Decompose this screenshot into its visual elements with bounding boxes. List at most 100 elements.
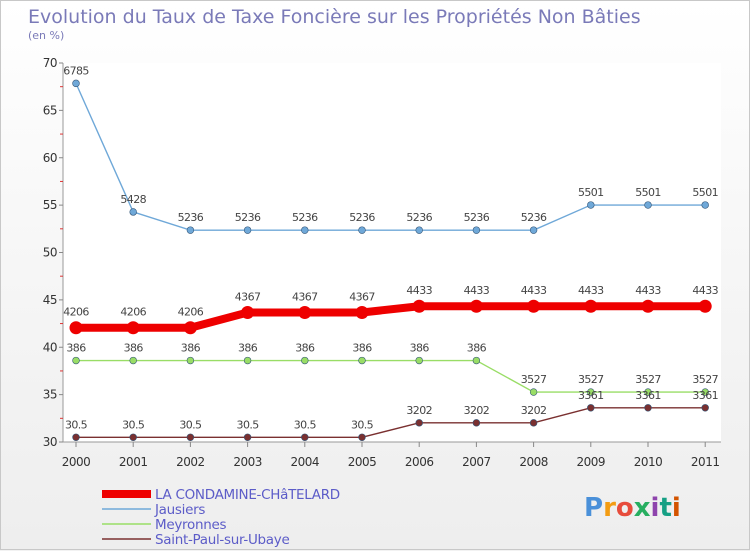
data-label: 386 bbox=[181, 342, 201, 355]
series-point bbox=[529, 388, 538, 396]
data-label: 4367 bbox=[349, 290, 375, 303]
data-label: 386 bbox=[238, 342, 258, 355]
legend-label: Jausiers bbox=[154, 502, 205, 518]
series-point bbox=[69, 321, 83, 335]
series-point bbox=[301, 356, 309, 365]
y-tick-label: 45 bbox=[43, 293, 57, 307]
data-label: 3527 bbox=[578, 373, 604, 386]
data-label: 6785 bbox=[63, 64, 89, 77]
data-label: 3527 bbox=[521, 373, 547, 386]
series-point bbox=[644, 388, 652, 396]
data-label: 30.5 bbox=[351, 418, 374, 431]
series-point bbox=[698, 299, 712, 313]
series-point bbox=[415, 356, 423, 365]
series-point bbox=[186, 226, 195, 234]
series-point bbox=[301, 226, 309, 234]
series-point bbox=[529, 226, 538, 234]
data-label: 4206 bbox=[63, 306, 89, 319]
data-label: 4433 bbox=[578, 284, 604, 297]
series-point bbox=[243, 356, 252, 365]
series-point bbox=[72, 433, 80, 441]
series-point bbox=[72, 356, 80, 365]
series-line bbox=[76, 359, 706, 393]
x-tick-label: 2002 bbox=[176, 455, 205, 469]
series-point bbox=[529, 419, 538, 427]
data-label: 5236 bbox=[178, 211, 204, 224]
data-label: 5236 bbox=[521, 211, 547, 224]
data-label: 5236 bbox=[464, 211, 490, 224]
series-point bbox=[129, 433, 137, 441]
data-label: 5236 bbox=[406, 211, 432, 224]
series-point bbox=[701, 388, 709, 396]
series-line bbox=[76, 407, 706, 438]
series-point bbox=[644, 201, 652, 209]
series-point bbox=[469, 299, 483, 313]
proxiti-logo: Proxiti bbox=[584, 493, 681, 523]
series-line bbox=[75, 83, 706, 231]
data-label: 3527 bbox=[635, 373, 661, 386]
x-tick-label: 2004 bbox=[291, 455, 320, 469]
series-point bbox=[301, 433, 309, 441]
data-label: 3361 bbox=[635, 389, 661, 402]
series-point bbox=[587, 201, 595, 209]
y-tick-label: 60 bbox=[43, 151, 57, 165]
y-tick-label: 70 bbox=[43, 56, 57, 70]
data-label: 5501 bbox=[635, 186, 661, 199]
series-point bbox=[358, 433, 366, 441]
legend-label: Meyronnes bbox=[155, 517, 226, 533]
series-point bbox=[701, 201, 709, 209]
x-tick-label: 2006 bbox=[405, 455, 434, 469]
chart-subtitle: (en %) bbox=[28, 29, 64, 42]
series-point bbox=[186, 356, 195, 365]
data-label: 30.5 bbox=[237, 418, 260, 431]
data-label: 5501 bbox=[578, 186, 604, 199]
data-label: 30.5 bbox=[122, 418, 145, 431]
data-label: 3202 bbox=[521, 404, 547, 417]
series-point bbox=[472, 356, 481, 365]
data-label: 3202 bbox=[406, 404, 432, 417]
series-point bbox=[129, 208, 137, 216]
x-tick-label: 2010 bbox=[634, 455, 663, 469]
y-tick-label: 40 bbox=[43, 340, 57, 354]
data-label: 4433 bbox=[464, 284, 490, 297]
series-point bbox=[587, 404, 595, 412]
data-label: 4433 bbox=[521, 284, 547, 297]
data-label: 4433 bbox=[635, 284, 661, 297]
series-point bbox=[72, 79, 80, 88]
series-point bbox=[129, 356, 137, 365]
data-label: 4206 bbox=[120, 306, 146, 319]
data-label: 5236 bbox=[349, 211, 375, 224]
series-point bbox=[183, 321, 197, 335]
series-point bbox=[527, 299, 541, 313]
series-point bbox=[358, 356, 366, 365]
data-label: 4206 bbox=[178, 306, 204, 319]
data-label: 386 bbox=[124, 342, 144, 355]
x-tick-label: 2003 bbox=[233, 455, 262, 469]
series-line bbox=[76, 302, 706, 332]
legend: LA CONDAMINE-CHâTELARDJausiersMeyronnesS… bbox=[102, 487, 340, 548]
data-label: 30.5 bbox=[294, 418, 317, 431]
x-tick-label: 2008 bbox=[519, 455, 548, 469]
series-point bbox=[243, 433, 252, 441]
y-tick-label: 55 bbox=[43, 198, 57, 212]
data-label: 3361 bbox=[578, 389, 604, 402]
series-point bbox=[243, 226, 252, 234]
series-point bbox=[472, 226, 481, 234]
series-point bbox=[415, 226, 423, 234]
data-label: 3361 bbox=[692, 389, 718, 402]
data-label: 4367 bbox=[292, 290, 318, 303]
series-point bbox=[186, 433, 195, 441]
y-tick-label: 65 bbox=[43, 103, 57, 117]
plot-area bbox=[63, 63, 721, 442]
data-label: 386 bbox=[467, 342, 487, 355]
x-tick-label: 2009 bbox=[577, 455, 606, 469]
data-labels: 6785 5428 5236 5236 5236 5236 5236 5236 5236 5501… bbox=[63, 64, 719, 431]
series-point bbox=[355, 305, 369, 319]
data-label: 5501 bbox=[692, 186, 718, 199]
series-point bbox=[472, 419, 481, 427]
data-label: 5236 bbox=[292, 211, 318, 224]
data-label: 4433 bbox=[406, 284, 432, 297]
series-point bbox=[644, 404, 652, 412]
